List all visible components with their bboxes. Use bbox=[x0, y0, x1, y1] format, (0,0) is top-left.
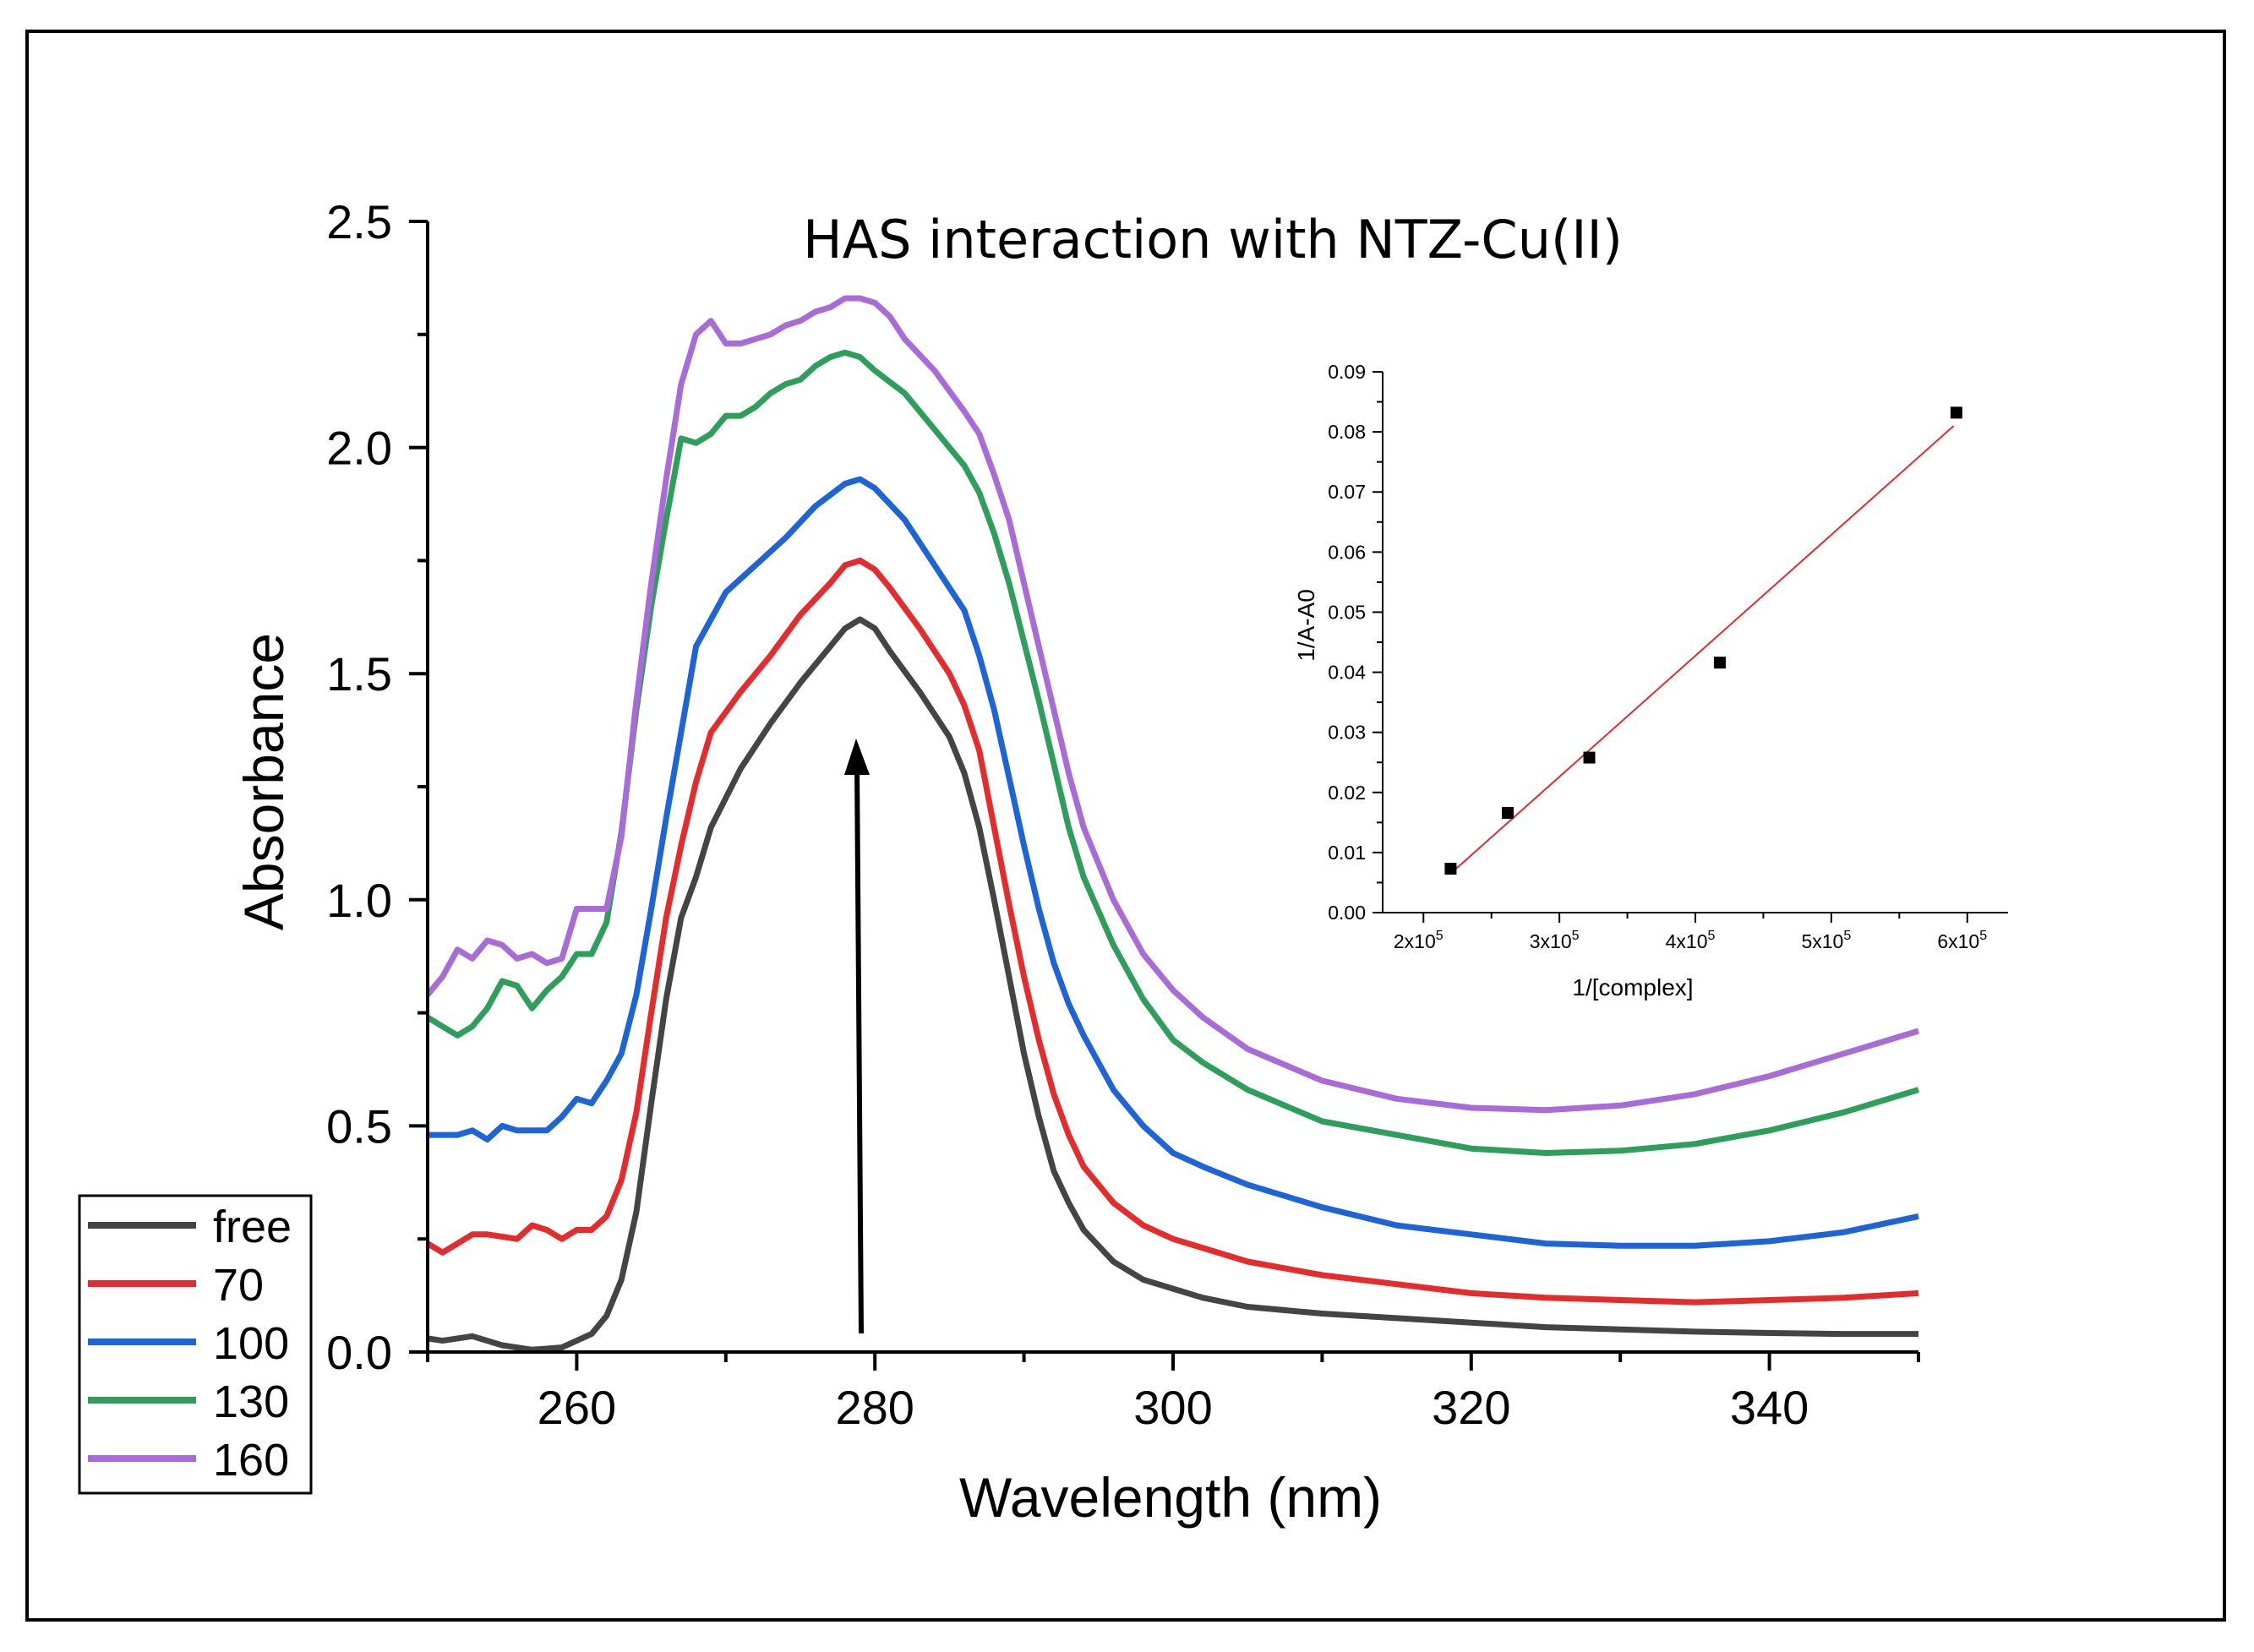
inset-y-tick-label: 0.04 bbox=[1328, 662, 1366, 684]
series-line-130 bbox=[426, 349, 1920, 1156]
inset-x-tick-exponent: 5 bbox=[1979, 929, 1987, 943]
main-x-tick-label: 340 bbox=[1730, 1381, 1809, 1434]
main-chart-title: HAS interaction with NTZ-Cu(II) bbox=[803, 209, 1623, 270]
inset-x-tick-exponent: 5 bbox=[1572, 929, 1580, 943]
series-line-100 bbox=[428, 476, 1919, 1249]
main-y-tick-label: 2.0 bbox=[326, 422, 392, 475]
main-x-tick-label: 260 bbox=[538, 1381, 616, 1434]
inset-data-point bbox=[1583, 751, 1596, 764]
inset-data-point bbox=[1713, 657, 1726, 669]
increase-arrow-head bbox=[844, 739, 870, 775]
main-x-tick-label: 320 bbox=[1432, 1381, 1510, 1434]
inset-y-tick-label: 0.01 bbox=[1328, 842, 1366, 864]
inset-x-tick-label: 4x105 bbox=[1666, 929, 1716, 952]
inset-y-axis-label: 1/A-A0 bbox=[1293, 589, 1319, 662]
legend-label-free: free bbox=[213, 1202, 292, 1252]
main-y-tick-label: 2.5 bbox=[326, 195, 392, 248]
figure-frame bbox=[25, 30, 2226, 1622]
series-line-160 bbox=[425, 295, 1920, 1114]
main-y-axis-label: Absorbance bbox=[232, 633, 295, 930]
inset-y-tick-label: 0.03 bbox=[1328, 722, 1366, 744]
main-x-tick-label: 300 bbox=[1133, 1381, 1212, 1434]
increase-arrow-shaft bbox=[854, 764, 864, 1334]
inset-y-tick-label: 0.00 bbox=[1328, 902, 1366, 924]
legend-label-100: 100 bbox=[213, 1318, 289, 1369]
inset-y-tick-label: 0.02 bbox=[1328, 782, 1366, 804]
inset-x-tick-label: 6x105 bbox=[1937, 929, 1987, 952]
main-y-tick-label: 0.0 bbox=[326, 1326, 392, 1379]
legend: free 70 100 130 160 bbox=[78, 1194, 313, 1495]
legend-label-70: 70 bbox=[213, 1260, 264, 1311]
inset-y-tick-label: 0.09 bbox=[1328, 361, 1366, 383]
inset-y-tick-label: 0.05 bbox=[1328, 601, 1366, 623]
series-line-70 bbox=[426, 557, 1919, 1306]
inset-x-tick-exponent: 5 bbox=[1843, 929, 1851, 943]
increase-arrow bbox=[844, 739, 870, 1334]
inset-x-tick-exponent: 5 bbox=[1707, 929, 1715, 943]
series-line-free bbox=[427, 616, 1918, 1353]
inset-data-point bbox=[1502, 806, 1514, 819]
inset-data-point bbox=[1950, 406, 1962, 419]
main-y-tick-label: 0.5 bbox=[326, 1099, 392, 1153]
inset-x-tick-label: 5x105 bbox=[1801, 929, 1851, 952]
inset-chart: 0.00 0.01 0.02 0.03 0.04 0.05 0.06 0.07 0.08 0.09… bbox=[1293, 361, 2008, 1000]
inset-y-tick-label: 0.07 bbox=[1328, 481, 1366, 503]
main-x-axis-label: Wavelength (nm) bbox=[959, 1466, 1382, 1529]
inset-data-point bbox=[1444, 863, 1457, 875]
inset-x-tick-label: 3x105 bbox=[1530, 929, 1580, 952]
inset-points-group bbox=[1444, 406, 1962, 875]
main-x-tick-label: 280 bbox=[835, 1381, 914, 1434]
inset-fit-line bbox=[1449, 425, 1955, 875]
inset-x-tick-exponent: 5 bbox=[1436, 929, 1444, 943]
legend-label-130: 130 bbox=[213, 1377, 289, 1427]
inset-y-tick-label: 0.06 bbox=[1328, 541, 1366, 563]
legend-label-160: 160 bbox=[213, 1435, 289, 1486]
inset-x-tick-label: 2x105 bbox=[1394, 929, 1444, 952]
inset-x-axis-label: 1/[complex] bbox=[1572, 974, 1693, 1000]
main-series-group bbox=[425, 295, 1920, 1353]
main-y-tick-label: 1.0 bbox=[326, 874, 392, 927]
inset-y-tick-label: 0.08 bbox=[1328, 421, 1366, 443]
main-y-tick-label: 1.5 bbox=[326, 647, 392, 701]
inset-axes: 0.00 0.01 0.02 0.03 0.04 0.05 0.06 0.07 0.08 0.09… bbox=[1328, 361, 2008, 952]
main-axes: 0.0 0.5 1.0 1.5 2.0 2.5 260 280 300 320 340 bbox=[326, 195, 1920, 1434]
main-chart: HAS interaction with NTZ-Cu(II) 0.0 0.5 1.… bbox=[232, 195, 1920, 1529]
